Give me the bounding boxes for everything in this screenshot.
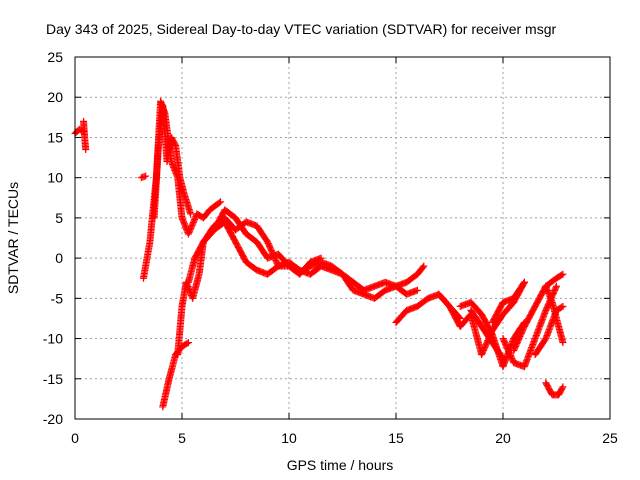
y-tick-label: -15 bbox=[43, 371, 63, 387]
grid bbox=[75, 57, 610, 419]
data-point bbox=[82, 146, 90, 154]
data-point bbox=[558, 384, 566, 392]
data-point bbox=[559, 383, 567, 391]
y-tick-label: 0 bbox=[55, 250, 63, 266]
data-point bbox=[317, 254, 325, 262]
data-point bbox=[559, 270, 567, 278]
data-point bbox=[558, 303, 566, 311]
data-point bbox=[183, 339, 191, 347]
data-point bbox=[553, 282, 560, 290]
data-point bbox=[558, 271, 566, 279]
data-point bbox=[142, 172, 150, 180]
x-axis-label: GPS time / hours bbox=[287, 457, 394, 473]
data-point bbox=[215, 199, 223, 207]
data-point bbox=[559, 302, 567, 310]
y-tick-label: 15 bbox=[47, 129, 63, 145]
x-tick-label: 25 bbox=[602, 430, 618, 446]
data-point bbox=[499, 355, 507, 363]
y-tick-label: -20 bbox=[43, 411, 63, 427]
y-tick-label: 10 bbox=[47, 170, 63, 186]
plot-frame bbox=[74, 56, 611, 420]
chart-title: Day 343 of 2025, Sidereal Day-to-day VTE… bbox=[46, 21, 556, 37]
x-tick-label: 10 bbox=[281, 430, 297, 446]
x-tick-label: 15 bbox=[388, 430, 404, 446]
data-point bbox=[413, 286, 421, 294]
y-axis-label: SDTVAR / TECUs bbox=[5, 182, 21, 294]
y-tick-label: 25 bbox=[47, 49, 63, 65]
data-points bbox=[71, 97, 567, 411]
data-point bbox=[520, 279, 528, 287]
data-point bbox=[419, 263, 427, 271]
axis-ticks: 0 5 10 15 20 25 -20 -15 -10 -5 0 5 10 15 20 25 bbox=[43, 49, 618, 446]
x-tick-label: 0 bbox=[71, 430, 79, 446]
data-point bbox=[559, 339, 567, 347]
y-tick-label: -5 bbox=[51, 290, 64, 306]
data-point bbox=[420, 262, 428, 270]
data-point bbox=[217, 198, 225, 206]
y-tick-label: 20 bbox=[47, 89, 63, 105]
data-point bbox=[520, 278, 528, 286]
x-tick-label: 20 bbox=[495, 430, 511, 446]
data-point bbox=[498, 353, 506, 361]
y-tick-label: 5 bbox=[55, 210, 63, 226]
data-point bbox=[184, 339, 192, 347]
y-tick-label: -10 bbox=[43, 331, 63, 347]
x-tick-label: 5 bbox=[178, 430, 186, 446]
data-point bbox=[552, 284, 560, 292]
data-point bbox=[187, 210, 195, 218]
